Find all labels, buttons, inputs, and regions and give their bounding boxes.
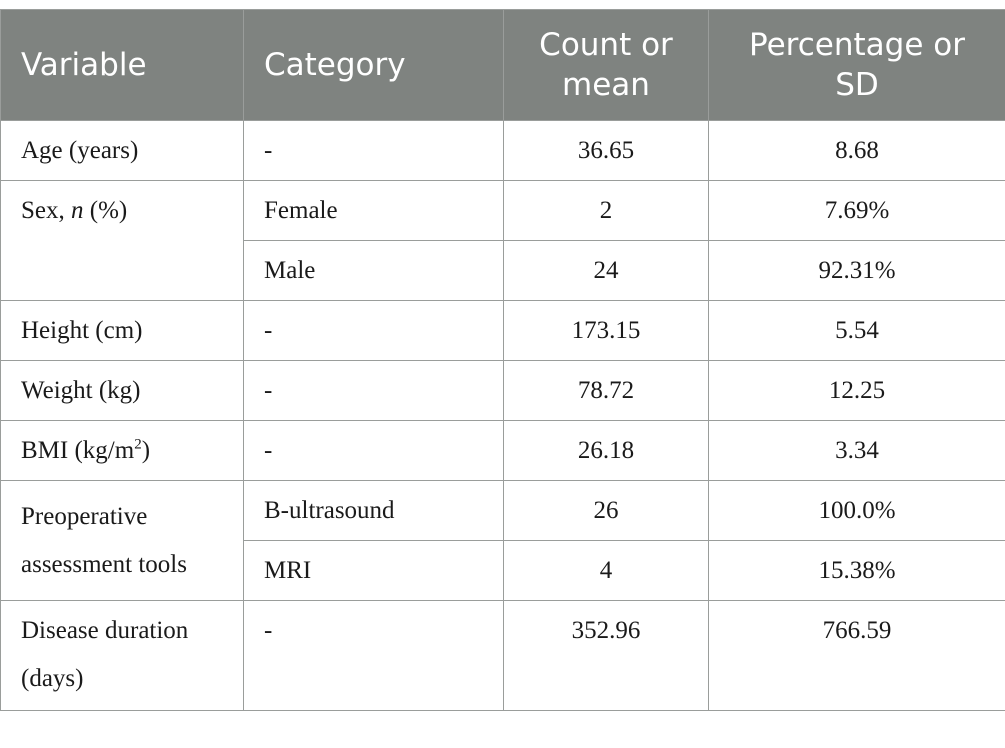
table-row-preop-b-ultrasound: Preoperative assessment tools B-ultrasou… <box>1 481 1005 541</box>
cell-count: 26.18 <box>504 421 709 481</box>
cell-pct: 12.25 <box>709 361 1005 421</box>
bmi-label-suffix: ) <box>142 437 150 464</box>
header-variable: Variable <box>1 10 244 121</box>
cell-variable: Disease duration (days) <box>1 601 244 711</box>
cell-category: Male <box>244 241 504 301</box>
cell-pct: 5.54 <box>709 301 1005 361</box>
header-row: Variable Category Count or mean Percenta… <box>1 10 1005 121</box>
sex-label-suffix: (%) <box>84 197 128 224</box>
cell-variable-preop: Preoperative assessment tools <box>1 481 244 601</box>
table-row-duration: Disease duration (days) - 352.96 766.59 <box>1 601 1005 711</box>
cell-category: - <box>244 601 504 711</box>
table-row-age: Age (years) - 36.65 8.68 <box>1 121 1005 181</box>
cell-count: 2 <box>504 181 709 241</box>
cell-pct: 100.0% <box>709 481 1005 541</box>
cell-pct: 3.34 <box>709 421 1005 481</box>
cell-category: - <box>244 361 504 421</box>
header-category: Category <box>244 10 504 121</box>
cell-variable: Weight (kg) <box>1 361 244 421</box>
cell-pct: 15.38% <box>709 541 1005 601</box>
cell-count: 26 <box>504 481 709 541</box>
header-percentage-or-sd: Percentage or SD <box>709 10 1005 121</box>
cell-category: - <box>244 421 504 481</box>
demographics-table: Variable Category Count or mean Percenta… <box>0 9 1005 711</box>
cell-count: 24 <box>504 241 709 301</box>
cell-count: 36.65 <box>504 121 709 181</box>
table-row-sex-female: Sex, n (%) Female 2 7.69% <box>1 181 1005 241</box>
cell-variable-sex: Sex, n (%) <box>1 181 244 301</box>
cell-category: Female <box>244 181 504 241</box>
cell-pct: 8.68 <box>709 121 1005 181</box>
bmi-label-prefix: BMI (kg/m <box>21 437 134 464</box>
cell-category: MRI <box>244 541 504 601</box>
sex-label-prefix: Sex, <box>21 197 71 224</box>
cell-variable-bmi: BMI (kg/m2) <box>1 421 244 481</box>
cell-count: 4 <box>504 541 709 601</box>
cell-variable: Height (cm) <box>1 301 244 361</box>
table-row-weight: Weight (kg) - 78.72 12.25 <box>1 361 1005 421</box>
cell-category: - <box>244 301 504 361</box>
table-row-height: Height (cm) - 173.15 5.54 <box>1 301 1005 361</box>
bmi-label-sup: 2 <box>134 436 142 452</box>
cell-category: B-ultrasound <box>244 481 504 541</box>
cell-category: - <box>244 121 504 181</box>
sex-label-italic: n <box>71 197 84 224</box>
cell-count: 352.96 <box>504 601 709 711</box>
cell-count: 173.15 <box>504 301 709 361</box>
table-row-bmi: BMI (kg/m2) - 26.18 3.34 <box>1 421 1005 481</box>
cell-pct: 7.69% <box>709 181 1005 241</box>
cell-variable: Age (years) <box>1 121 244 181</box>
cell-pct: 92.31% <box>709 241 1005 301</box>
header-count-or-mean: Count or mean <box>504 10 709 121</box>
cell-count: 78.72 <box>504 361 709 421</box>
cell-pct: 766.59 <box>709 601 1005 711</box>
